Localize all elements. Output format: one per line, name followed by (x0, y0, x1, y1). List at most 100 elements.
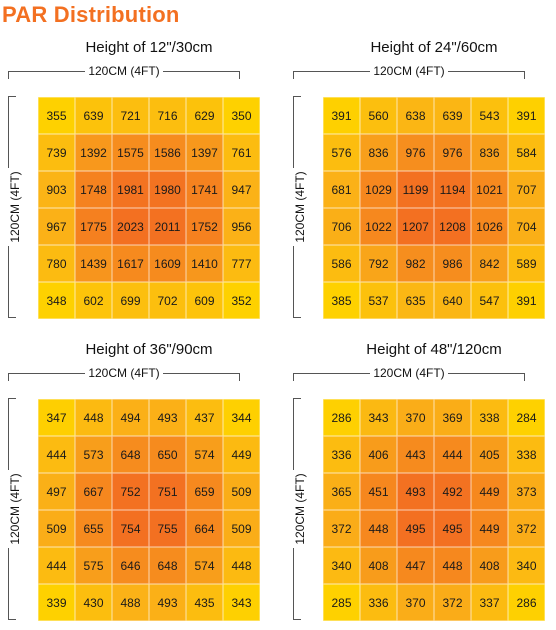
page-title: PAR Distribution (2, 2, 180, 27)
par-cell-r2-c4: 444 (434, 436, 471, 473)
par-cell-r3-c4: 1980 (149, 171, 186, 208)
par-cell-r6-c2: 430 (75, 584, 112, 621)
par-cell-r5-c4: 1609 (149, 245, 186, 282)
par-cell-r6-c5: 435 (186, 584, 223, 621)
par-cell-r3-c2: 451 (360, 473, 397, 510)
par-cell-r2-c5: 574 (186, 436, 223, 473)
par-cell-r2-c6: 449 (223, 436, 260, 473)
par-grid: 355 639 721 716 629 350 739 1392 1575 1586 1397 761… (38, 97, 260, 319)
par-cell-r3-c2: 1748 (75, 171, 112, 208)
par-cell-r6-c3: 635 (397, 282, 434, 319)
par-cell-r2-c5: 1397 (186, 134, 223, 171)
par-cell-r4-c1: 509 (38, 510, 75, 547)
par-cell-r4-c5: 664 (186, 510, 223, 547)
par-grid: 286 343 370 369 338 284 336 406 443 444 405 338 365 4… (323, 399, 545, 621)
par-cell-r6-c2: 336 (360, 584, 397, 621)
par-cell-r6-c6: 343 (223, 584, 260, 621)
par-cell-r6-c3: 699 (112, 282, 149, 319)
par-cell-r1-c5: 629 (186, 97, 223, 134)
par-cell-r6-c1: 385 (323, 282, 360, 319)
par-cell-r4-c2: 1022 (360, 208, 397, 245)
par-cell-r6-c5: 547 (471, 282, 508, 319)
par-cell-r2-c5: 836 (471, 134, 508, 171)
par-cell-r6-c6: 391 (508, 282, 545, 319)
par-cell-r3-c6: 707 (508, 171, 545, 208)
par-cell-r4-c5: 1026 (471, 208, 508, 245)
par-cell-r6-c3: 488 (112, 584, 149, 621)
par-cell-r4-c3: 2023 (112, 208, 149, 245)
par-cell-r6-c6: 352 (223, 282, 260, 319)
par-cell-r1-c3: 370 (397, 399, 434, 436)
par-cell-r6-c2: 602 (75, 282, 112, 319)
width-label: 120CM (4FT) (8, 366, 240, 380)
par-cell-r5-c5: 574 (186, 547, 223, 584)
par-cell-r4-c4: 495 (434, 510, 471, 547)
par-cell-r3-c1: 903 (38, 171, 75, 208)
par-cell-r3-c4: 751 (149, 473, 186, 510)
par-cell-r5-c5: 1410 (186, 245, 223, 282)
par-cell-r1-c6: 350 (223, 97, 260, 134)
par-cell-r5-c1: 444 (38, 547, 75, 584)
par-cell-r2-c4: 976 (434, 134, 471, 171)
par-cell-r2-c2: 406 (360, 436, 397, 473)
par-cell-r5-c4: 448 (434, 547, 471, 584)
depth-label: 120CM (4FT) (8, 398, 22, 620)
par-cell-r2-c6: 338 (508, 436, 545, 473)
par-cell-r1-c6: 391 (508, 97, 545, 134)
par-cell-r1-c5: 437 (186, 399, 223, 436)
par-cell-r3-c3: 1981 (112, 171, 149, 208)
par-cell-r3-c1: 365 (323, 473, 360, 510)
par-cell-r5-c1: 340 (323, 547, 360, 584)
par-grid: 347 448 494 493 437 344 444 573 648 650 574 449 497 6… (38, 399, 260, 621)
par-cell-r6-c3: 370 (397, 584, 434, 621)
par-cell-r4-c3: 495 (397, 510, 434, 547)
par-cell-r4-c5: 449 (471, 510, 508, 547)
par-cell-r3-c2: 1029 (360, 171, 397, 208)
panel-title: Height of 36"/90cm (85, 341, 213, 358)
par-cell-r4-c2: 1775 (75, 208, 112, 245)
par-cell-r5-c3: 447 (397, 547, 434, 584)
par-cell-r5-c1: 586 (323, 245, 360, 282)
par-cell-r2-c1: 739 (38, 134, 75, 171)
par-cell-r2-c1: 444 (38, 436, 75, 473)
par-cell-r2-c6: 584 (508, 134, 545, 171)
par-cell-r1-c1: 391 (323, 97, 360, 134)
par-cell-r3-c1: 681 (323, 171, 360, 208)
par-cell-r4-c4: 1208 (434, 208, 471, 245)
panel-title: Height of 48"/120cm (366, 341, 502, 358)
par-cell-r6-c1: 348 (38, 282, 75, 319)
heatmap-panel-12in: Height of 12"/30cm 120CM (4FT) 120CM (4F… (8, 38, 272, 328)
par-cell-r1-c1: 286 (323, 399, 360, 436)
par-cell-r6-c1: 285 (323, 584, 360, 621)
par-cell-r1-c2: 448 (75, 399, 112, 436)
par-cell-r4-c6: 956 (223, 208, 260, 245)
par-cell-r2-c4: 1586 (149, 134, 186, 171)
par-cell-r3-c3: 493 (397, 473, 434, 510)
par-cell-r2-c3: 648 (112, 436, 149, 473)
par-cell-r2-c2: 836 (360, 134, 397, 171)
par-cell-r5-c4: 648 (149, 547, 186, 584)
par-cell-r1-c4: 716 (149, 97, 186, 134)
par-cell-r1-c3: 721 (112, 97, 149, 134)
par-cell-r1-c2: 639 (75, 97, 112, 134)
par-cell-r4-c6: 372 (508, 510, 545, 547)
par-cell-r2-c5: 405 (471, 436, 508, 473)
par-cell-r5-c1: 780 (38, 245, 75, 282)
par-cell-r4-c5: 1752 (186, 208, 223, 245)
par-cell-r1-c3: 494 (112, 399, 149, 436)
par-cell-r4-c3: 1207 (397, 208, 434, 245)
par-cell-r3-c5: 1741 (186, 171, 223, 208)
depth-label: 120CM (4FT) (293, 398, 307, 620)
par-cell-r4-c1: 706 (323, 208, 360, 245)
par-cell-r3-c5: 659 (186, 473, 223, 510)
par-cell-r5-c3: 982 (397, 245, 434, 282)
par-cell-r6-c6: 286 (508, 584, 545, 621)
par-cell-r2-c3: 976 (397, 134, 434, 171)
panel-title: Height of 24"/60cm (370, 39, 498, 56)
par-cell-r1-c5: 543 (471, 97, 508, 134)
par-cell-r3-c4: 492 (434, 473, 471, 510)
depth-label: 120CM (4FT) (293, 96, 307, 318)
par-cell-r2-c3: 1575 (112, 134, 149, 171)
par-cell-r4-c6: 704 (508, 208, 545, 245)
par-grid: 391 560 638 639 543 391 576 836 976 976 836 584 681 1… (323, 97, 545, 319)
